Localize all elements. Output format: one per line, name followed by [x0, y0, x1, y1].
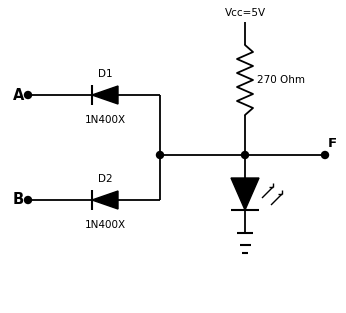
- Text: 270 Ohm: 270 Ohm: [257, 75, 305, 85]
- Text: 1N400X: 1N400X: [84, 115, 126, 125]
- Circle shape: [321, 151, 328, 158]
- Text: Vcc=5V: Vcc=5V: [225, 8, 266, 18]
- Text: A: A: [12, 88, 24, 102]
- Circle shape: [25, 197, 31, 203]
- Polygon shape: [92, 86, 118, 104]
- Circle shape: [156, 151, 164, 158]
- Polygon shape: [92, 191, 118, 209]
- Text: 1N400X: 1N400X: [84, 220, 126, 230]
- Text: D1: D1: [98, 69, 112, 79]
- Circle shape: [242, 151, 248, 158]
- Circle shape: [25, 91, 31, 99]
- Text: B: B: [13, 192, 24, 208]
- Text: F: F: [328, 137, 337, 150]
- Polygon shape: [231, 178, 259, 210]
- Text: D2: D2: [98, 174, 112, 184]
